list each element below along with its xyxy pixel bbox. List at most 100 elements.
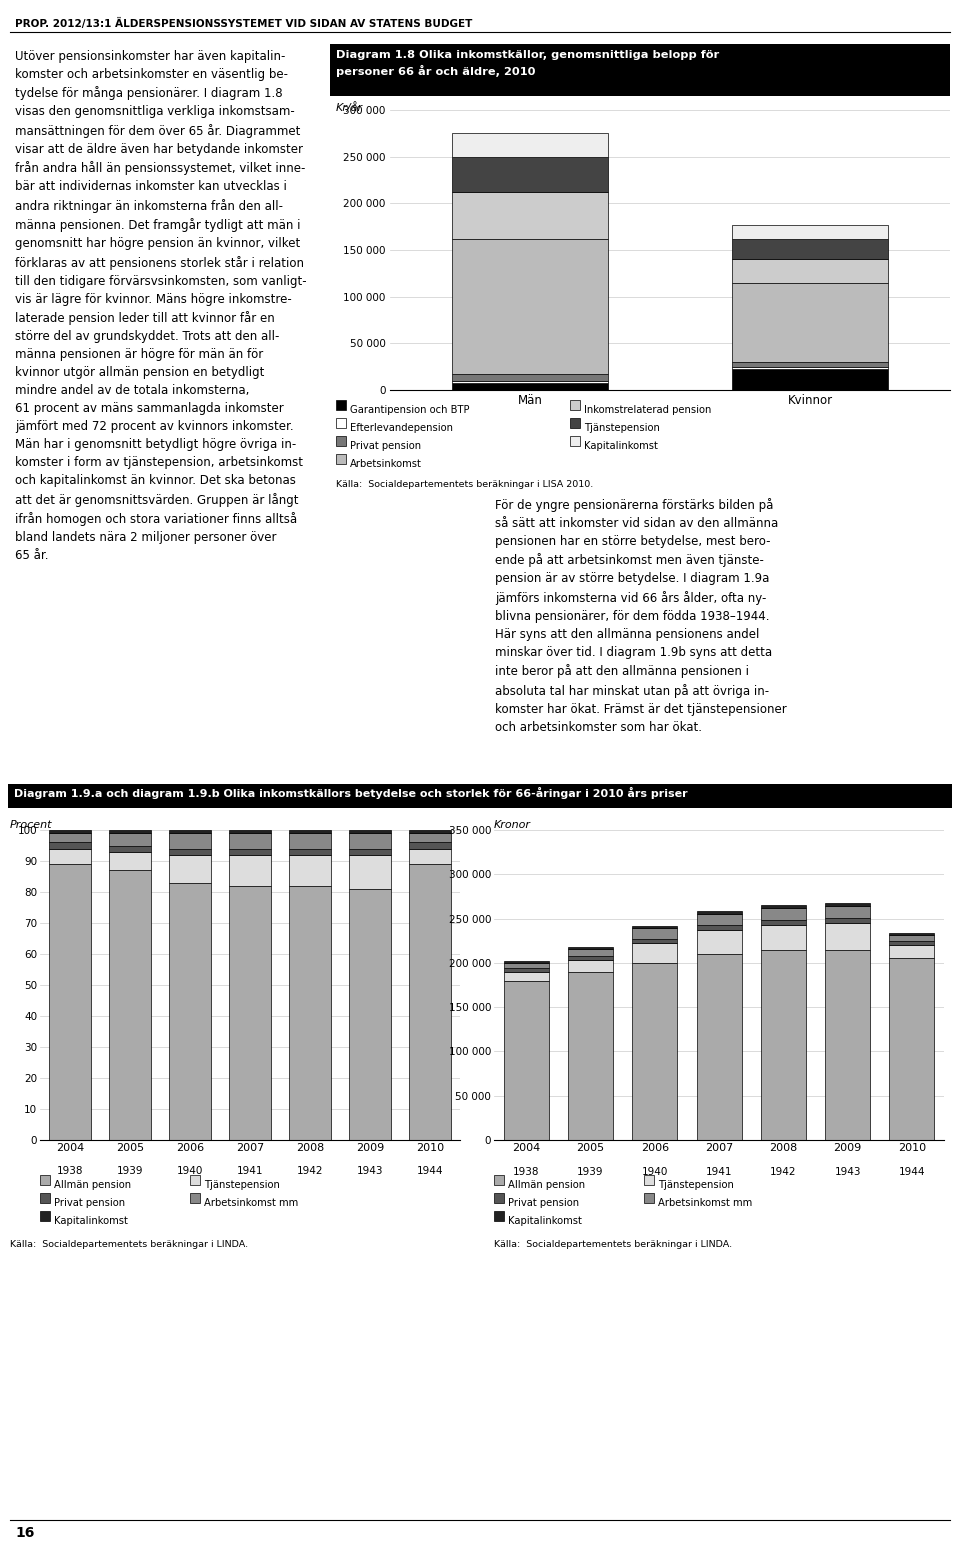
Bar	[732, 361, 888, 366]
Bar	[451, 133, 609, 156]
Bar	[633, 926, 677, 928]
Bar	[169, 855, 211, 883]
Bar	[229, 831, 271, 834]
Bar	[109, 834, 151, 846]
Bar	[889, 945, 934, 959]
Text: 1940: 1940	[641, 1167, 668, 1177]
Bar	[760, 925, 805, 950]
Bar	[109, 831, 151, 834]
Bar	[568, 956, 612, 960]
Text: 1942: 1942	[297, 1166, 324, 1177]
Text: Diagram 1.8 Olika inkomstkällor, genomsnittliga belopp för
personer 66 år och äl: Diagram 1.8 Olika inkomstkällor, genomsn…	[336, 49, 719, 77]
Bar	[49, 834, 91, 843]
Text: Tjänstepension: Tjänstepension	[204, 1180, 280, 1190]
Bar	[633, 928, 677, 939]
Bar	[825, 919, 870, 923]
Text: PROP. 2012/13:1 ÄLDERSPENSIONSSYSTEMET VID SIDAN AV STATENS BUDGET: PROP. 2012/13:1 ÄLDERSPENSIONSSYSTEMET V…	[15, 19, 472, 29]
Bar	[568, 960, 612, 971]
Bar	[409, 831, 451, 834]
Bar	[289, 886, 331, 1139]
Bar	[451, 191, 609, 239]
Bar	[49, 849, 91, 865]
Bar	[409, 849, 451, 865]
Text: Källa:  Socialdepartementets beräkningar i LINDA.: Källa: Socialdepartementets beräkningar …	[10, 1240, 248, 1249]
Bar	[825, 903, 870, 906]
Bar	[697, 925, 741, 929]
Bar	[732, 225, 888, 239]
Text: Kapitalinkomst: Kapitalinkomst	[54, 1217, 128, 1226]
Bar	[229, 886, 271, 1139]
Bar	[568, 971, 612, 1139]
Bar	[229, 849, 271, 855]
Bar	[760, 920, 805, 925]
Bar	[451, 383, 609, 391]
Bar	[409, 843, 451, 849]
Bar	[409, 865, 451, 1139]
Bar	[760, 905, 805, 908]
Text: Garantipension och BTP: Garantipension och BTP	[350, 405, 469, 415]
Bar	[825, 906, 870, 919]
Bar	[229, 834, 271, 849]
Text: Allmän pension: Allmän pension	[508, 1180, 586, 1190]
Bar	[349, 834, 391, 849]
Bar	[504, 960, 549, 963]
Text: 1938: 1938	[57, 1166, 84, 1177]
Bar	[732, 259, 888, 283]
Text: Kapitalinkomst: Kapitalinkomst	[508, 1217, 582, 1226]
Text: 1940: 1940	[177, 1166, 204, 1177]
Text: Allmän pension: Allmän pension	[54, 1180, 132, 1190]
Bar	[568, 946, 612, 950]
Text: Diagram 1.9.a och diagram 1.9.b Olika inkomstkällors betydelse och storlek för 6: Diagram 1.9.a och diagram 1.9.b Olika in…	[14, 787, 687, 800]
Bar	[409, 834, 451, 843]
Text: Procent: Procent	[10, 820, 53, 831]
Bar	[289, 834, 331, 849]
Text: Efterlevandepension: Efterlevandepension	[350, 423, 453, 432]
Bar	[568, 950, 612, 956]
Bar	[349, 849, 391, 855]
Bar	[825, 923, 870, 950]
Bar	[504, 971, 549, 980]
Bar	[504, 968, 549, 971]
Bar	[504, 963, 549, 968]
Text: 1944: 1944	[417, 1166, 444, 1177]
Text: Tjänstepension: Tjänstepension	[658, 1180, 733, 1190]
Text: 1942: 1942	[770, 1167, 797, 1177]
Bar	[451, 239, 609, 374]
Bar	[633, 943, 677, 963]
Bar	[732, 283, 888, 361]
Bar	[49, 843, 91, 849]
Text: Utöver pensionsinkomster har även kapitalin-
komster och arbetsinkomster en väse: Utöver pensionsinkomster har även kapita…	[15, 49, 306, 562]
Bar	[825, 950, 870, 1139]
Bar	[889, 936, 934, 942]
Text: 16: 16	[15, 1525, 35, 1539]
Bar	[49, 831, 91, 834]
Bar	[169, 883, 211, 1139]
Bar	[504, 980, 549, 1139]
Bar	[633, 963, 677, 1139]
Bar	[889, 959, 934, 1139]
Bar	[289, 849, 331, 855]
Text: Arbetsinkomst mm: Arbetsinkomst mm	[204, 1198, 299, 1207]
Bar	[697, 954, 741, 1139]
Bar	[451, 381, 609, 383]
Text: Kronor: Kronor	[494, 820, 531, 831]
Text: Kr/år: Kr/år	[336, 102, 363, 113]
Bar	[169, 834, 211, 849]
Bar	[889, 942, 934, 945]
Bar	[732, 239, 888, 259]
Text: Privat pension: Privat pension	[508, 1198, 579, 1207]
Bar	[109, 852, 151, 871]
Bar	[697, 911, 741, 914]
Bar	[697, 929, 741, 954]
Text: 1941: 1941	[706, 1167, 732, 1177]
Text: 1941: 1941	[237, 1166, 263, 1177]
Bar	[349, 855, 391, 889]
Text: Arbetsinkomst: Arbetsinkomst	[350, 459, 421, 469]
Bar	[760, 908, 805, 920]
Bar	[229, 855, 271, 886]
Text: 1938: 1938	[513, 1167, 540, 1177]
Text: Arbetsinkomst mm: Arbetsinkomst mm	[658, 1198, 753, 1207]
Bar	[49, 865, 91, 1139]
Bar	[889, 933, 934, 936]
Bar	[169, 849, 211, 855]
